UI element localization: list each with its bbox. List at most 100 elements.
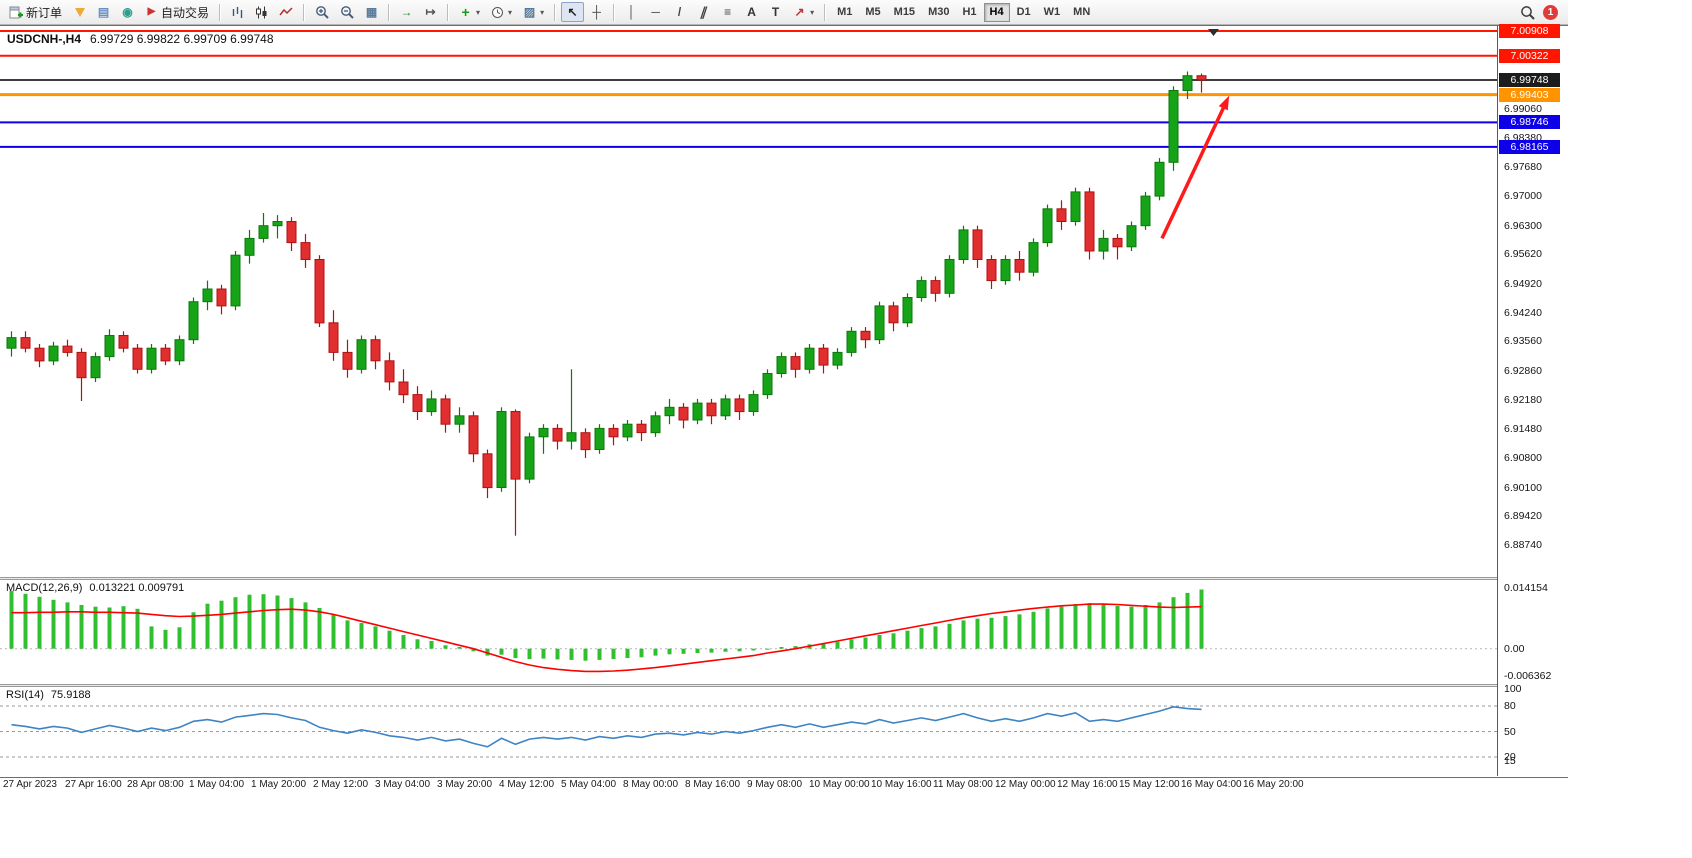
panel-splitter[interactable] xyxy=(0,577,1568,580)
tile-windows-button[interactable]: ▦ xyxy=(360,2,383,22)
auto-scroll-icon: → xyxy=(400,5,413,19)
price-scale-label: 6.95620 xyxy=(1504,248,1542,260)
time-axis-label: 15 May 12:00 xyxy=(1119,779,1180,790)
metaeditor-button[interactable] xyxy=(68,2,91,22)
line-chart-mode-button[interactable] xyxy=(274,2,298,22)
timeframe-h4[interactable]: H4 xyxy=(983,2,1010,22)
crosshair-button[interactable]: ┼ xyxy=(585,2,608,22)
candle xyxy=(1084,191,1095,252)
chart-shift-icon: ↦ xyxy=(425,5,436,19)
macd-histogram-bar xyxy=(947,623,952,649)
macd-chart[interactable] xyxy=(0,580,1497,684)
macd-histogram-bar xyxy=(499,648,504,655)
macd-histogram-bar xyxy=(387,630,392,649)
candle xyxy=(398,381,409,396)
new-order-button[interactable]: 新订单 xyxy=(4,2,67,22)
arrows-button[interactable]: ↗ ▾ xyxy=(788,2,819,22)
rsi-line xyxy=(11,705,1202,748)
candle xyxy=(90,356,101,379)
candle xyxy=(762,373,773,396)
trendline-button[interactable]: / xyxy=(668,2,691,22)
bar-chart-mode-button[interactable] xyxy=(226,2,249,22)
macd-histogram-bar xyxy=(1059,606,1064,649)
equidistant-channel-button[interactable]: ∥ xyxy=(692,2,715,22)
clock-icon xyxy=(491,5,504,19)
navigator-button[interactable]: ◉ xyxy=(116,2,139,22)
price-scale: 6.99060 6.98380 6.97680 6.97000 6.96300 6.956… xyxy=(1497,24,1568,776)
candle xyxy=(188,301,199,341)
cursor-icon: ↖ xyxy=(567,5,578,19)
price-scale-label: 6.97000 xyxy=(1504,190,1542,202)
indicators-button[interactable]: + ▾ xyxy=(454,2,485,22)
candle xyxy=(692,402,703,421)
candle xyxy=(608,427,619,438)
trend-arrow-line[interactable] xyxy=(1160,102,1228,240)
candle xyxy=(20,337,31,349)
timeframe-m30[interactable]: M30 xyxy=(922,3,955,22)
zoom-in-button[interactable] xyxy=(310,2,334,22)
macd-histogram-bar xyxy=(415,639,420,649)
candle xyxy=(902,297,913,324)
macd-histogram-bar xyxy=(37,596,42,649)
macd-histogram-bar xyxy=(471,648,476,652)
vertical-line-icon: │ xyxy=(627,5,636,19)
macd-histogram-bar xyxy=(65,602,70,649)
price-scale-label: 6.88740 xyxy=(1504,539,1542,551)
candle xyxy=(664,406,675,417)
fibonacci-button[interactable]: ≡ xyxy=(716,2,739,22)
blue-support-line-upper-price-box: 6.98746 xyxy=(1499,115,1560,129)
timeframe-m1[interactable]: M1 xyxy=(831,3,858,22)
candle xyxy=(384,360,395,383)
zoom-out-button[interactable] xyxy=(335,2,359,22)
auto-scroll-button[interactable]: → xyxy=(395,2,418,22)
candle xyxy=(888,305,899,324)
main-chart-panel[interactable]: USDCNH-,H4 6.99729 6.99822 6.99709 6.9974… xyxy=(0,26,1497,577)
periods-button[interactable]: ▾ xyxy=(486,2,517,22)
time-axis-label: 27 Apr 16:00 xyxy=(65,779,122,790)
time-axis-label: 3 May 20:00 xyxy=(437,779,493,790)
trend-arrow-head[interactable] xyxy=(1218,95,1230,111)
timeframe-mn[interactable]: MN xyxy=(1067,3,1096,22)
candlestick-mode-button[interactable] xyxy=(250,2,273,22)
chart-shift-marker[interactable] xyxy=(1208,29,1219,36)
macd-histogram-bar xyxy=(1045,608,1050,649)
macd-histogram-bar xyxy=(653,648,658,656)
tile-windows-icon: ▦ xyxy=(365,5,378,19)
indicators-icon: + xyxy=(461,4,470,20)
line-chart-icon xyxy=(279,5,293,19)
macd-histogram-bar xyxy=(751,648,756,651)
candlestick-chart[interactable] xyxy=(0,26,1497,577)
macd-histogram-bar xyxy=(373,626,378,649)
rsi-label: RSI(14) xyxy=(6,689,44,701)
rsi-panel[interactable]: RSI(14) 75.9188 xyxy=(0,687,1497,776)
rsi-chart[interactable] xyxy=(0,687,1497,776)
timeframe-w1[interactable]: W1 xyxy=(1038,3,1067,22)
timeframe-m5[interactable]: M5 xyxy=(859,3,886,22)
macd-histogram-bar xyxy=(1199,589,1204,649)
timeframe-h1[interactable]: H1 xyxy=(956,3,982,22)
macd-histogram-bar xyxy=(401,635,406,649)
candle xyxy=(412,394,423,413)
text-button[interactable]: A xyxy=(740,2,763,22)
notification-badge[interactable]: 1 xyxy=(1543,4,1558,20)
text-label-button[interactable]: T xyxy=(764,2,787,22)
cursor-button[interactable]: ↖ xyxy=(561,2,585,22)
candle xyxy=(790,356,801,370)
chart-window-button[interactable]: ▤ xyxy=(92,2,115,22)
auto-trading-button[interactable]: ▶ 自动交易 xyxy=(140,2,214,22)
macd-histogram-bar xyxy=(345,620,350,649)
templates-button[interactable]: ▨ ▾ xyxy=(518,2,549,22)
chart-shift-button[interactable]: ↦ xyxy=(419,2,442,22)
search-icon[interactable] xyxy=(1520,5,1535,20)
macd-histogram-bar xyxy=(695,648,700,653)
vertical-line-button[interactable]: │ xyxy=(620,2,643,22)
panel-splitter[interactable] xyxy=(0,684,1568,687)
timeframe-m15[interactable]: M15 xyxy=(888,3,921,22)
horizontal-line-button[interactable]: ─ xyxy=(644,2,667,22)
candle xyxy=(986,259,997,282)
macd-histogram-bar xyxy=(933,626,938,649)
macd-histogram-bar xyxy=(1171,597,1176,649)
timeframe-d1[interactable]: D1 xyxy=(1011,3,1037,22)
macd-panel[interactable]: MACD(12,26,9) 0.013221 0.009791 xyxy=(0,580,1497,684)
candle xyxy=(62,345,73,353)
